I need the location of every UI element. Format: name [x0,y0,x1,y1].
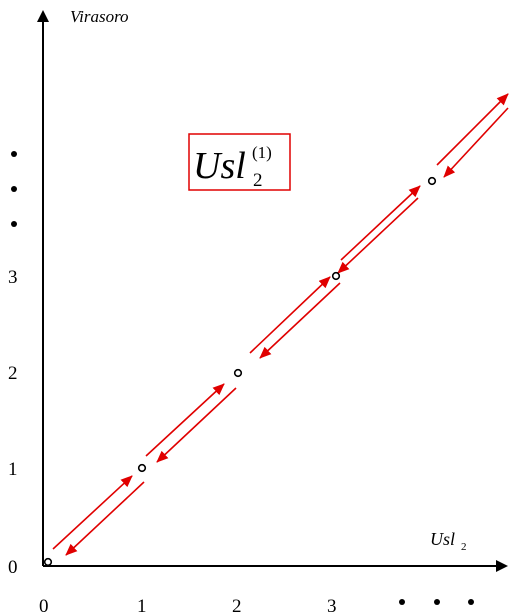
x-ellipsis-dot [468,599,474,605]
y-ellipsis-dot [11,186,17,192]
x-ellipsis [399,599,474,605]
x-tick-1: 1 [137,596,147,615]
x-tick-2: 2 [232,596,242,615]
y-ellipsis-dot [11,151,17,157]
x-ellipsis-dot [434,599,440,605]
arrow-down-left [65,481,145,556]
arrow-up-right [340,185,421,261]
boxed-label-frame [188,133,291,191]
x-axis-label-main: Usl [430,529,455,549]
arrow-up-right [436,93,509,166]
arrow-pair-1-2 [145,383,237,463]
arrow-up-right [249,276,331,354]
arrow-pair-2-3 [249,276,341,359]
arrow-up-right [52,475,133,550]
arrow-down-left [337,197,419,274]
node-2 [233,368,243,378]
arrow-pair-0-1 [52,475,145,556]
y-tick-0: 0 [8,557,18,578]
y-ellipsis-dot [11,221,17,227]
x-tick-0: 0 [39,596,49,615]
arrow-up-right [145,383,225,457]
boxed-label-sub: 2 [253,170,263,191]
arrow-pair-3-4 [337,185,421,274]
node-3 [331,271,341,281]
x-ellipsis-dot [399,599,405,605]
y-tick-1: 1 [8,459,18,480]
node-1 [137,463,147,473]
y-tick-2: 2 [8,363,18,384]
x-axis-label-sub: 2 [461,541,467,553]
boxed-label-main: Usl [193,145,246,187]
node-4 [427,176,437,186]
boxed-label: Usl (1) 2 [188,133,291,191]
y-tick-3: 3 [8,267,18,288]
arrow-down-left [156,387,237,463]
arrow-down-left [259,282,341,359]
x-tick-3: 3 [327,596,337,615]
node-0 [43,557,53,567]
y-ellipsis [11,151,17,227]
x-axis-label: Usl 2 [430,529,467,553]
arrow-down-left [443,107,509,178]
y-axis-label: Virasoro [70,7,129,26]
boxed-label-sup: (1) [252,143,272,162]
arrow-pair-4-5 [436,93,509,178]
